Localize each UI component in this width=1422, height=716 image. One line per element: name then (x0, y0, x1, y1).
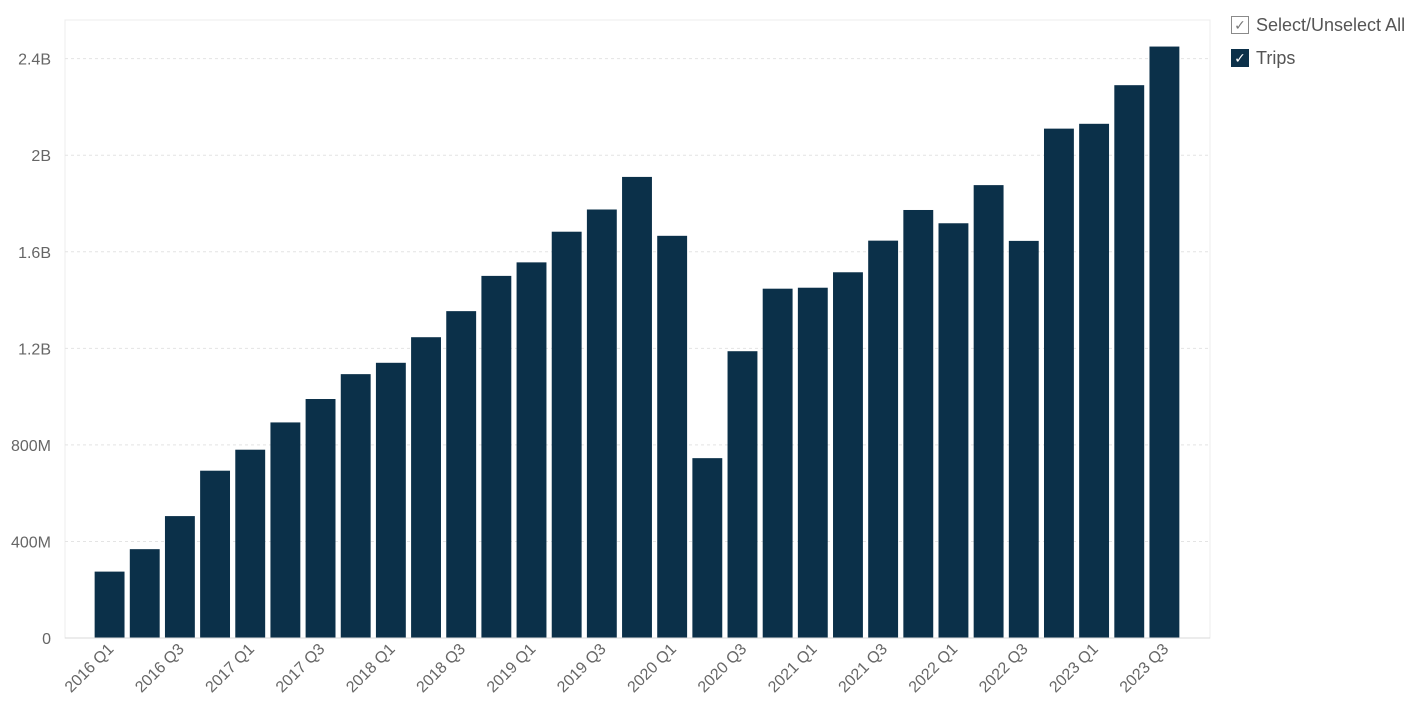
bar-2018-q4[interactable] (481, 275, 512, 638)
trips-legend-label: Trips (1256, 47, 1296, 68)
bar-2016-q3[interactable] (164, 516, 195, 638)
x-tick-label: 2021 Q3 (836, 641, 891, 696)
x-tick-label: 2020 Q1 (625, 641, 680, 696)
bar-2017-q1[interactable] (235, 449, 266, 638)
bar-2018-q2[interactable] (411, 337, 441, 638)
x-tick-label: 2019 Q3 (554, 641, 609, 696)
bars (94, 46, 1180, 638)
select-all-toggle[interactable]: ✓ Select/Unselect All (1231, 13, 1405, 37)
legend-item-trips[interactable]: ✓ Trips (1231, 46, 1405, 70)
x-tick-label: 2023 Q1 (1046, 641, 1101, 696)
y-tick-label: 1.6B (18, 245, 51, 262)
y-tick-label: 1.2B (18, 341, 51, 358)
x-tick-label: 2022 Q3 (976, 641, 1031, 696)
bar-2017-q2[interactable] (270, 422, 301, 638)
bar-2019-q3[interactable] (586, 209, 617, 638)
y-tick-label: 400M (11, 534, 51, 551)
y-tick-label: 0 (42, 631, 51, 648)
bar-2023-q2[interactable] (1114, 85, 1145, 638)
bar-2020-q2[interactable] (692, 458, 723, 638)
bar-2020-q4[interactable] (762, 288, 793, 638)
trips-checkbox[interactable]: ✓ (1231, 49, 1249, 67)
x-tick-label: 2018 Q1 (343, 641, 398, 696)
bar-2017-q4[interactable] (340, 374, 371, 638)
bar-2018-q1[interactable] (375, 362, 406, 638)
bar-2017-q3[interactable] (305, 399, 336, 638)
bar-2020-q3[interactable] (727, 351, 758, 638)
bar-2016-q2[interactable] (129, 549, 160, 638)
y-tick-label: 2B (31, 148, 51, 165)
bar-2021-q3[interactable] (868, 240, 899, 638)
bar-2022-q3[interactable] (1008, 240, 1039, 638)
bar-2021-q4[interactable] (903, 209, 934, 638)
x-tick-label: 2020 Q3 (695, 641, 750, 696)
x-tick-label: 2018 Q3 (414, 641, 469, 696)
x-tick-label: 2021 Q1 (765, 641, 820, 696)
x-axis-ticks: 2016 Q1 2016 Q3 2017 Q1 2017 Q3 2018 Q1 2018 … (62, 641, 1172, 696)
bar-2021-q2[interactable] (833, 272, 863, 638)
legend: ✓ Select/Unselect All ✓ Trips (1231, 13, 1405, 79)
bar-2020-q1[interactable] (657, 235, 688, 638)
bar-2019-q2[interactable] (551, 231, 582, 638)
bar-2018-q3[interactable] (446, 311, 477, 638)
bar-2019-q4[interactable] (622, 176, 652, 638)
bar-2016-q1[interactable] (94, 571, 125, 638)
x-tick-label: 2017 Q1 (203, 641, 258, 696)
bar-2023-q3[interactable] (1149, 46, 1180, 638)
select-all-label: Select/Unselect All (1256, 14, 1406, 35)
bar-2016-q4[interactable] (200, 470, 231, 638)
x-tick-label: 2023 Q3 (1117, 641, 1172, 696)
x-tick-label: 2017 Q3 (273, 641, 328, 696)
y-tick-label: 800M (11, 438, 51, 455)
x-tick-label: 2022 Q1 (906, 641, 961, 696)
bar-2022-q1[interactable] (938, 223, 969, 638)
x-tick-label: 2019 Q1 (484, 641, 539, 696)
bar-2019-q1[interactable] (516, 262, 547, 638)
bar-2023-q1[interactable] (1079, 123, 1110, 638)
x-tick-label: 2016 Q3 (132, 641, 187, 696)
bar-2022-q4[interactable] (1043, 128, 1074, 638)
y-tick-label: 2.4B (18, 52, 51, 69)
select-all-checkbox[interactable]: ✓ (1231, 16, 1249, 34)
bar-2022-q2[interactable] (973, 185, 1004, 638)
y-axis-ticks: 0 400M 800M 1.2B 1.6B 2B 2.4B (11, 52, 51, 648)
x-tick-label: 2016 Q1 (62, 641, 117, 696)
bar-2021-q1[interactable] (797, 287, 828, 638)
